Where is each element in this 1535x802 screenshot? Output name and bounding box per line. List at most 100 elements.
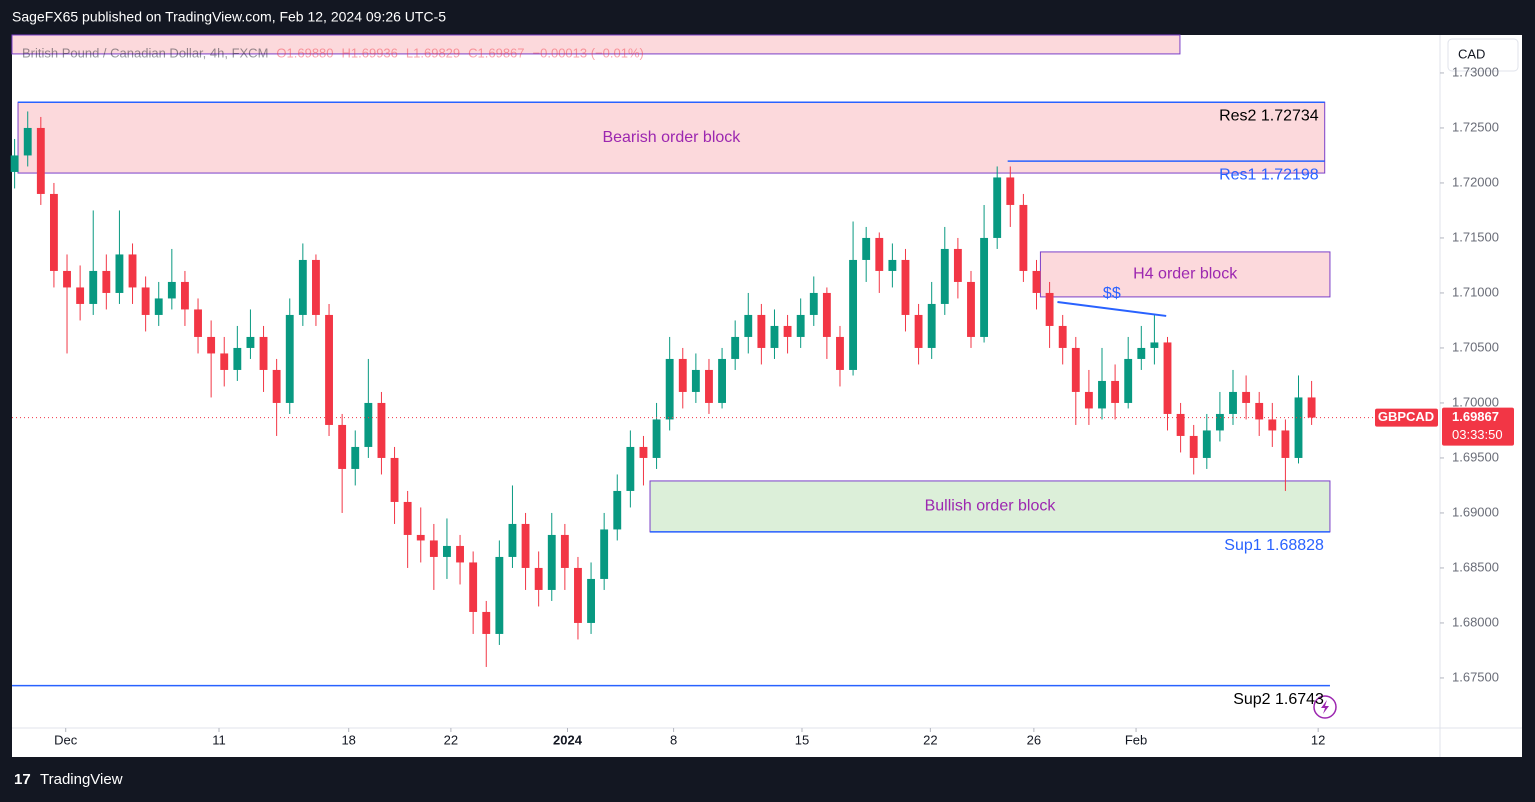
countdown: 03:33:50 — [1452, 427, 1503, 442]
lightning — [1321, 700, 1329, 714]
y-tick-label: 1.71000 — [1452, 284, 1499, 299]
level-label: Res1 1.72198 — [1219, 166, 1319, 183]
candle-body — [809, 292, 818, 315]
candle-body — [207, 336, 216, 354]
candle-body — [351, 446, 360, 469]
candle-body — [1019, 204, 1028, 271]
brand: TradingView — [40, 771, 123, 788]
candle-body — [272, 369, 281, 403]
plot — [10, 34, 1331, 687]
candle-body — [547, 534, 556, 590]
candle-body — [757, 314, 766, 348]
candle-body — [338, 424, 347, 469]
candle-body — [914, 314, 923, 348]
candle-body — [1032, 270, 1041, 293]
ohlc-value: L1.69829 — [406, 45, 460, 60]
candle-body — [1045, 292, 1054, 326]
candle-body — [993, 177, 1002, 238]
candle-body — [469, 562, 478, 612]
y-tick-label: 1.68500 — [1452, 559, 1499, 574]
candle-body — [181, 281, 189, 310]
x-tick-label: Feb — [1125, 732, 1147, 747]
x-tick-label: 2024 — [553, 732, 583, 747]
candle-body — [298, 259, 307, 315]
candle-body — [128, 254, 137, 288]
ticker: GBPCAD — [1378, 409, 1434, 424]
y-tick-label: 1.67500 — [1452, 669, 1499, 684]
candle-body — [953, 248, 962, 282]
candle-body — [154, 298, 163, 315]
level-label: Sup1 1.68828 — [1224, 537, 1324, 554]
candle-body — [744, 314, 753, 337]
x-tick-label: 22 — [444, 732, 458, 747]
candle-body — [1111, 380, 1120, 403]
candle-body — [980, 237, 989, 337]
x-tick-label: 11 — [212, 732, 226, 747]
level-label: Res2 1.72734 — [1219, 107, 1319, 124]
candle-body — [691, 369, 700, 392]
currency: CAD — [1458, 46, 1485, 61]
x-tick-label: 18 — [341, 732, 355, 747]
candle-body — [23, 127, 32, 156]
candle-body — [36, 127, 45, 194]
candle-body — [560, 534, 569, 568]
candle-body — [1006, 177, 1015, 205]
logo-mark: 17 — [14, 771, 31, 788]
candle-body — [312, 259, 320, 315]
y-tick-label: 1.73000 — [1452, 64, 1499, 79]
y-tick-label: 1.72000 — [1452, 174, 1499, 189]
candle-body — [285, 314, 294, 403]
trendline-label: $$ — [1103, 285, 1121, 302]
x-tick-label: Dec — [54, 732, 78, 747]
candle-body — [429, 540, 438, 557]
candle-body — [521, 523, 530, 568]
candle-body — [731, 336, 740, 359]
candle-body — [167, 281, 176, 299]
candle-body — [1098, 380, 1106, 409]
candle-body — [325, 314, 333, 425]
candle-body — [246, 336, 255, 348]
candle-body — [875, 237, 884, 271]
candle-body — [1071, 347, 1080, 392]
candle-body — [1202, 430, 1211, 458]
y-tick-label: 1.71500 — [1452, 229, 1499, 244]
candle-body — [888, 259, 897, 271]
candle-body — [534, 567, 543, 590]
candle-body — [1163, 342, 1172, 414]
trendline — [1057, 300, 1167, 317]
zone-label: H4 order block — [1133, 266, 1238, 283]
y-tick-label: 1.70500 — [1452, 339, 1499, 354]
candle-body — [10, 155, 19, 172]
x-tick-label: 15 — [795, 732, 809, 747]
candle-body — [1124, 358, 1133, 403]
x-tick-label: 26 — [1027, 732, 1041, 747]
candle-body — [652, 419, 661, 458]
candle-body — [796, 314, 805, 337]
zone — [11, 34, 1181, 55]
candle-body — [600, 529, 609, 579]
y-tick-label: 1.68000 — [1452, 614, 1499, 629]
y-tick-label: 1.72500 — [1452, 119, 1499, 134]
x-tick-label: 12 — [1311, 732, 1325, 747]
symbol-legend: British Pound / Canadian Dollar, 4h, FXC… — [22, 45, 644, 60]
symbol-title: British Pound / Canadian Dollar, 4h, FXC… — [22, 45, 268, 60]
zone-label: Bullish order block — [925, 498, 1057, 515]
price-tag — [1442, 407, 1514, 446]
zone-label: Bearish order block — [602, 129, 741, 146]
x-tick-label: 22 — [923, 732, 937, 747]
candle-body — [115, 254, 124, 293]
candle-body — [233, 347, 242, 370]
zone — [649, 480, 1331, 533]
candle-body — [1058, 325, 1067, 348]
candle-body — [1084, 391, 1093, 409]
candle-body — [1150, 342, 1159, 348]
candle-body — [665, 358, 674, 420]
candle-body — [443, 545, 451, 557]
candle-body — [456, 545, 464, 563]
currency-button[interactable] — [1447, 38, 1519, 72]
x-tick-label: 8 — [670, 732, 677, 747]
candle-body — [940, 248, 949, 304]
y-tick-label: 1.70000 — [1452, 394, 1499, 409]
